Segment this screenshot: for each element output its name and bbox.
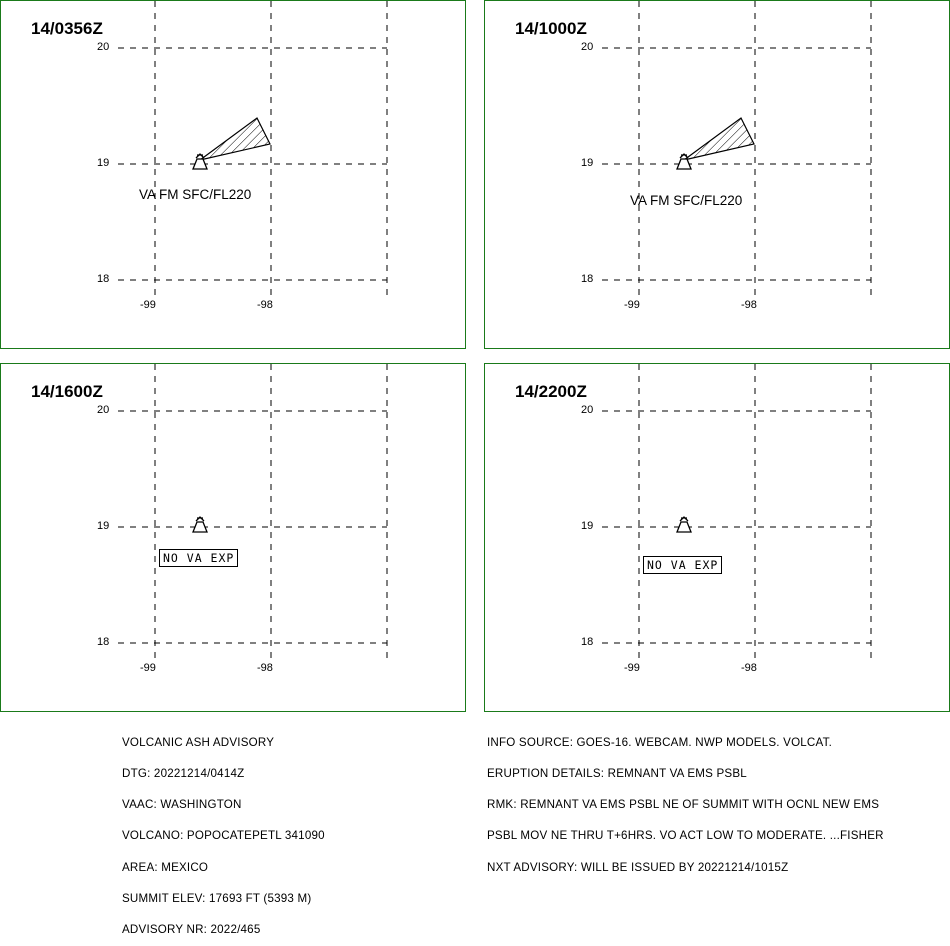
lon-label-98: -98 (741, 662, 757, 674)
lat-label-20: 20 (97, 41, 110, 53)
forecast-panel-3: 14/1600Z 20 19 18 -99 -98 NO VA EXP (0, 363, 466, 712)
advisory-vaac: VAAC: WASHINGTON (122, 798, 242, 812)
advisory-title: VOLCANIC ASH ADVISORY (122, 735, 275, 749)
lat-label-19: 19 (97, 520, 110, 532)
info-source: INFO SOURCE: GOES-16. WEBCAM. NWP MODELS… (487, 735, 832, 749)
advisory-number: ADVISORY NR: 2022/465 (122, 923, 261, 937)
lon-label-99: -99 (624, 662, 640, 674)
lon-label-99: -99 (624, 299, 640, 311)
advisory-header-block: VOLCANIC ASH ADVISORY DTG: 20221214/0414… (122, 717, 325, 946)
eruption-details: ERUPTION DETAILS: REMNANT VA EMS PSBL (487, 767, 747, 781)
lat-label-18: 18 (581, 273, 594, 285)
lon-label-98: -98 (741, 299, 757, 311)
forecast-panel-1: 14/0356Z 20 19 18 -99 -98 VA FM SFC/FL22… (0, 0, 466, 349)
advisory-dtg: DTG: 20221214/0414Z (122, 767, 245, 781)
forecast-panel-4: 14/2200Z 20 19 18 -99 -98 NO VA EXP (484, 363, 950, 712)
panel-time: 14/1000Z (515, 19, 587, 38)
panel-time: 14/0356Z (31, 19, 103, 38)
no-va-expected-label: NO VA EXP (643, 556, 723, 574)
volcano-icon (676, 516, 692, 533)
map-grid-3 (118, 364, 388, 662)
lat-label-19: 19 (97, 157, 110, 169)
lon-label-99: -99 (140, 299, 156, 311)
advisory-volcano: VOLCANO: POPOCATEPETL 341090 (122, 829, 325, 843)
ash-height-label: VA FM SFC/FL220 (139, 187, 252, 202)
panel-time: 14/1600Z (31, 382, 103, 401)
lat-label-19: 19 (581, 520, 594, 532)
lon-label-98: -98 (257, 662, 273, 674)
advisory-info-block: INFO SOURCE: GOES-16. WEBCAM. NWP MODELS… (487, 717, 884, 884)
lon-label-99: -99 (140, 662, 156, 674)
lat-label-20: 20 (581, 404, 594, 416)
advisory-area: AREA: MEXICO (122, 860, 209, 874)
advisory-summit-elev: SUMMIT ELEV: 17693 FT (5393 M) (122, 891, 312, 905)
lon-label-98: -98 (257, 299, 273, 311)
ash-height-label: VA FM SFC/FL220 (630, 193, 743, 208)
remarks-line-2: PSBL MOV NE THRU T+6HRS. VO ACT LOW TO M… (487, 829, 884, 843)
no-va-expected-label: NO VA EXP (159, 549, 239, 567)
lat-label-20: 20 (97, 404, 110, 416)
forecast-panel-2: 14/1000Z 20 19 18 -99 -98 VA FM SFC/FL22… (484, 0, 950, 349)
lat-label-18: 18 (581, 636, 594, 648)
lat-label-18: 18 (97, 636, 110, 648)
map-grid-2 (602, 1, 872, 299)
lat-label-18: 18 (97, 273, 110, 285)
volcano-icon (192, 516, 208, 533)
panel-time: 14/2200Z (515, 382, 587, 401)
map-grid-1 (118, 1, 388, 299)
ash-cloud-polygon (199, 117, 271, 161)
ash-cloud-polygon (683, 117, 755, 161)
map-grid-4 (602, 364, 872, 662)
volcano-icon (192, 153, 208, 170)
lat-label-20: 20 (581, 41, 594, 53)
remarks-line-1: RMK: REMNANT VA EMS PSBL NE OF SUMMIT WI… (487, 798, 880, 812)
next-advisory: NXT ADVISORY: WILL BE ISSUED BY 20221214… (487, 860, 789, 874)
volcano-icon (676, 153, 692, 170)
lat-label-19: 19 (581, 157, 594, 169)
